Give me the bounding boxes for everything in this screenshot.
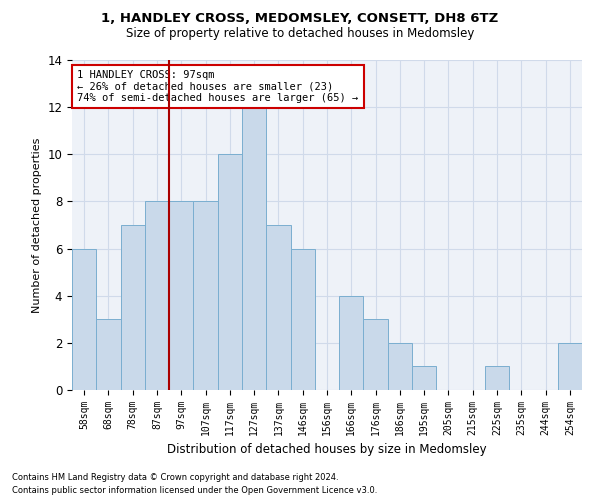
Bar [121, 225, 145, 390]
Bar [96, 320, 121, 390]
Bar [169, 202, 193, 390]
Bar [72, 248, 96, 390]
Text: Contains public sector information licensed under the Open Government Licence v3: Contains public sector information licen… [12, 486, 377, 495]
Bar [218, 154, 242, 390]
Bar [266, 225, 290, 390]
X-axis label: Distribution of detached houses by size in Medomsley: Distribution of detached houses by size … [167, 444, 487, 456]
Text: Contains HM Land Registry data © Crown copyright and database right 2024.: Contains HM Land Registry data © Crown c… [12, 474, 338, 482]
Bar [388, 343, 412, 390]
Bar [339, 296, 364, 390]
Text: 1, HANDLEY CROSS, MEDOMSLEY, CONSETT, DH8 6TZ: 1, HANDLEY CROSS, MEDOMSLEY, CONSETT, DH… [101, 12, 499, 26]
Y-axis label: Number of detached properties: Number of detached properties [32, 138, 42, 312]
Bar [242, 107, 266, 390]
Bar [364, 320, 388, 390]
Bar [485, 366, 509, 390]
Bar [412, 366, 436, 390]
Text: Size of property relative to detached houses in Medomsley: Size of property relative to detached ho… [126, 28, 474, 40]
Text: 1 HANDLEY CROSS: 97sqm
← 26% of detached houses are smaller (23)
74% of semi-det: 1 HANDLEY CROSS: 97sqm ← 26% of detached… [77, 70, 358, 103]
Bar [558, 343, 582, 390]
Bar [145, 202, 169, 390]
Bar [193, 202, 218, 390]
Bar [290, 248, 315, 390]
